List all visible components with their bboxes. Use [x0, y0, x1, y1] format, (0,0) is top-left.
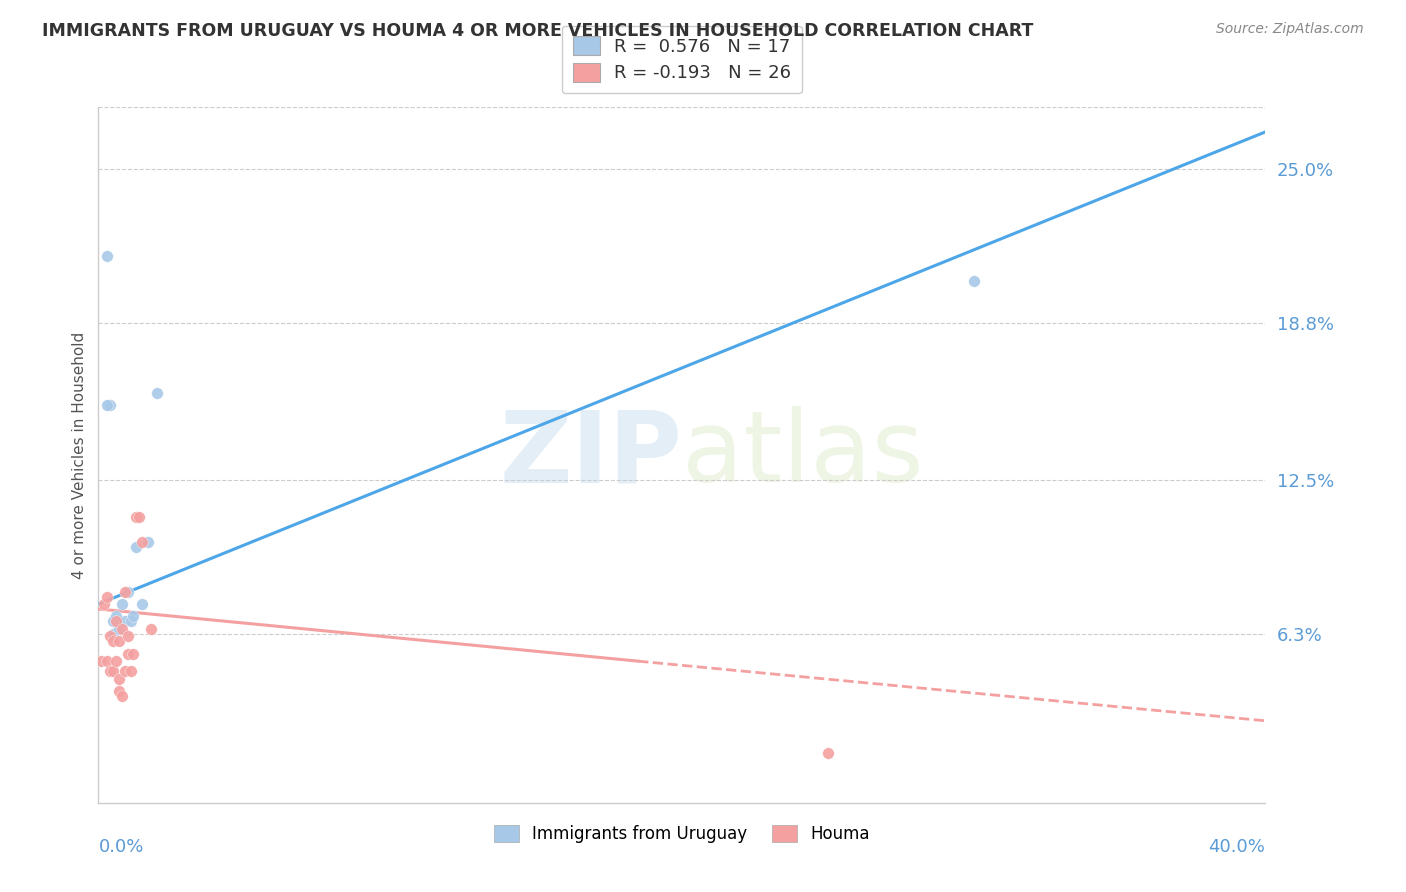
Point [962, 274, 984, 288]
Point [111, 597, 134, 611]
Point [96, 249, 118, 263]
Point [120, 664, 142, 678]
Point [136, 534, 159, 549]
Text: Source: ZipAtlas.com: Source: ZipAtlas.com [1216, 22, 1364, 37]
Point [101, 627, 124, 641]
Point [131, 597, 153, 611]
Point [117, 629, 139, 643]
Point [817, 746, 839, 760]
Point [146, 385, 169, 400]
Legend: Immigrants from Uruguay, Houma: Immigrants from Uruguay, Houma [486, 819, 877, 850]
Point [108, 634, 131, 648]
Text: atlas: atlas [682, 407, 924, 503]
Point [108, 684, 131, 698]
Point [90, 654, 112, 668]
Point [98, 629, 121, 643]
Point [96, 398, 118, 412]
Point [96, 654, 118, 668]
Point [139, 622, 162, 636]
Point [98, 664, 121, 678]
Point [104, 609, 127, 624]
Point [122, 609, 145, 624]
Point [117, 584, 139, 599]
Point [120, 615, 142, 629]
Y-axis label: 4 or more Vehicles in Household: 4 or more Vehicles in Household [72, 331, 87, 579]
Point [101, 615, 124, 629]
Point [128, 510, 150, 524]
Point [104, 654, 127, 668]
Point [111, 689, 134, 703]
Point [114, 584, 136, 599]
Text: 40.0%: 40.0% [1209, 838, 1265, 855]
Point [125, 540, 148, 554]
Point [122, 647, 145, 661]
Point [111, 622, 134, 636]
Point [114, 615, 136, 629]
Text: 0.0%: 0.0% [98, 838, 143, 855]
Point [104, 615, 127, 629]
Point [98, 398, 121, 412]
Point [125, 510, 148, 524]
Point [108, 622, 131, 636]
Text: ZIP: ZIP [499, 407, 682, 503]
Point [93, 597, 115, 611]
Point [96, 590, 118, 604]
Point [101, 664, 124, 678]
Point [108, 672, 131, 686]
Point [114, 664, 136, 678]
Text: IMMIGRANTS FROM URUGUAY VS HOUMA 4 OR MORE VEHICLES IN HOUSEHOLD CORRELATION CHA: IMMIGRANTS FROM URUGUAY VS HOUMA 4 OR MO… [42, 22, 1033, 40]
Point [131, 534, 153, 549]
Point [101, 634, 124, 648]
Point [117, 647, 139, 661]
